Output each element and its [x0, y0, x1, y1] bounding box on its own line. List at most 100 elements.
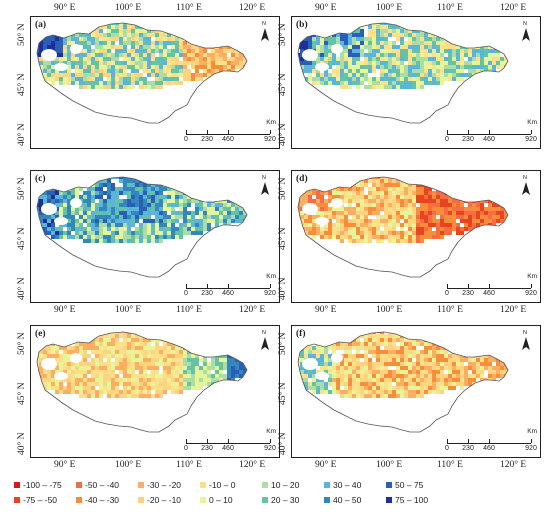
lon-tick-label: 100° E [115, 305, 142, 315]
legend-item: 20 – 30 [262, 495, 299, 505]
scale-tick-label: 230 [201, 136, 213, 143]
lat-tick-label: 40° N [17, 432, 27, 455]
raster-layer [298, 23, 508, 89]
scale-tick-label: 920 [264, 290, 276, 297]
legend-item: -50 – -40 [76, 480, 119, 490]
legend-item: -40 – -30 [76, 495, 119, 505]
lat-tick-label: 45° N [278, 382, 288, 405]
lon-tick-label: 90° E [315, 460, 337, 470]
scale-tick-label: 920 [525, 136, 537, 143]
panel-label: (e) [35, 329, 46, 339]
legend-swatch [76, 497, 82, 503]
scale-unit: Km [527, 428, 537, 435]
legend-label: 0 – 10 [209, 495, 233, 505]
scale-tick-label: 0 [445, 136, 449, 143]
legend-swatch [324, 497, 330, 503]
country-outline [297, 22, 509, 124]
scale-unit: Km [527, 119, 537, 126]
north-label: N [262, 21, 266, 27]
legend-swatch [386, 482, 392, 488]
legend-label: -20 – -10 [147, 495, 182, 505]
legend-item: -30 – -20 [138, 480, 181, 490]
lon-tick-label: 110° E [437, 3, 463, 13]
scale-tick-label: 230 [462, 445, 474, 452]
lat-tick-label: 50° N [17, 332, 27, 355]
lat-tick-label: 50° N [17, 177, 27, 200]
legend-swatch [262, 497, 268, 503]
scale-bar: Km 0 230 460 920 [182, 273, 276, 300]
scale-tick-label: 460 [222, 136, 234, 143]
scale-tick-label: 460 [222, 445, 234, 452]
lon-tick-label: 110° E [176, 305, 202, 315]
lon-tick-label: 90° E [54, 3, 76, 13]
legend-label: 50 – 75 [395, 480, 424, 490]
north-arrow-icon: N [519, 330, 533, 352]
legend-label: 40 – 50 [333, 495, 362, 505]
scale-tick-label: 0 [184, 290, 188, 297]
scale-tick-label: 460 [222, 290, 234, 297]
legend-item: 75 – 100 [386, 495, 428, 505]
legend-swatch [200, 482, 206, 488]
panel-label: (b) [296, 20, 308, 30]
lon-tick-label: 90° E [315, 305, 337, 315]
scale-tick-label: 0 [184, 445, 188, 452]
scale-unit: Km [266, 428, 276, 435]
legend-swatch [324, 482, 330, 488]
scale-tick-label: 920 [264, 445, 276, 452]
legend-label: 30 – 40 [333, 480, 362, 490]
legend-label: -50 – -40 [85, 480, 120, 490]
lat-tick-label: 45° N [17, 227, 27, 250]
lat-tick-label: 40° N [278, 277, 288, 300]
legend-item: 10 – 20 [262, 480, 299, 490]
legend-item: 50 – 75 [386, 480, 423, 490]
scale-tick-label: 230 [462, 136, 474, 143]
map-panel-a: (a) N Km 0 230 460 920 [30, 16, 280, 149]
legend-swatch [14, 497, 20, 503]
legend-label: -75 – -50 [23, 495, 58, 505]
legend-item: 0 – 10 [200, 495, 233, 505]
map-panel-d: (d) N Km 0 230 460 920 [291, 170, 541, 303]
north-arrow-icon: N [258, 21, 272, 43]
lon-tick-label: 120° E [500, 460, 527, 470]
north-label: N [523, 21, 527, 27]
legend-swatch [76, 482, 82, 488]
scale-tick-label: 0 [184, 136, 188, 143]
lat-tick-label: 45° N [17, 382, 27, 405]
mongolia-map [297, 331, 509, 433]
lon-tick-label: 100° E [376, 305, 403, 315]
country-outline [297, 176, 509, 278]
lon-tick-label: 100° E [376, 3, 403, 13]
scale-unit: Km [266, 273, 276, 280]
north-arrow-icon: N [519, 175, 533, 197]
legend-label: -30 – -20 [147, 480, 182, 490]
scale-tick-label: 920 [525, 290, 537, 297]
raster-layer [298, 332, 508, 398]
lon-tick-label: 110° E [437, 305, 463, 315]
scale-bar: Km 0 230 460 920 [443, 428, 537, 455]
legend-swatch [200, 497, 206, 503]
raster-layer [37, 332, 247, 398]
legend-swatch [138, 482, 144, 488]
lon-tick-label: 120° E [239, 3, 266, 13]
raster-layer [298, 177, 508, 243]
country-outline [36, 176, 248, 278]
panel-label: (a) [35, 20, 47, 30]
lat-tick-label: 40° N [278, 123, 288, 146]
country-outline [36, 22, 248, 124]
scale-tick-label: 460 [483, 136, 495, 143]
panel-label: (f) [296, 329, 306, 339]
lon-tick-label: 100° E [376, 460, 403, 470]
legend-label: 75 – 100 [395, 495, 429, 505]
legend-label: -40 – -30 [85, 495, 120, 505]
scale-unit: Km [266, 119, 276, 126]
legend-item: -100 – -75 [14, 480, 62, 490]
lon-tick-label: 100° E [115, 3, 142, 13]
lon-tick-label: 120° E [500, 305, 527, 315]
lon-tick-label: 90° E [315, 3, 337, 13]
panel-label: (c) [35, 174, 46, 184]
scale-tick-label: 230 [462, 290, 474, 297]
mongolia-map [36, 331, 248, 433]
legend-swatch [14, 482, 20, 488]
legend-swatch [262, 482, 268, 488]
map-panel-b: (b) N Km 0 230 460 920 [291, 16, 541, 149]
